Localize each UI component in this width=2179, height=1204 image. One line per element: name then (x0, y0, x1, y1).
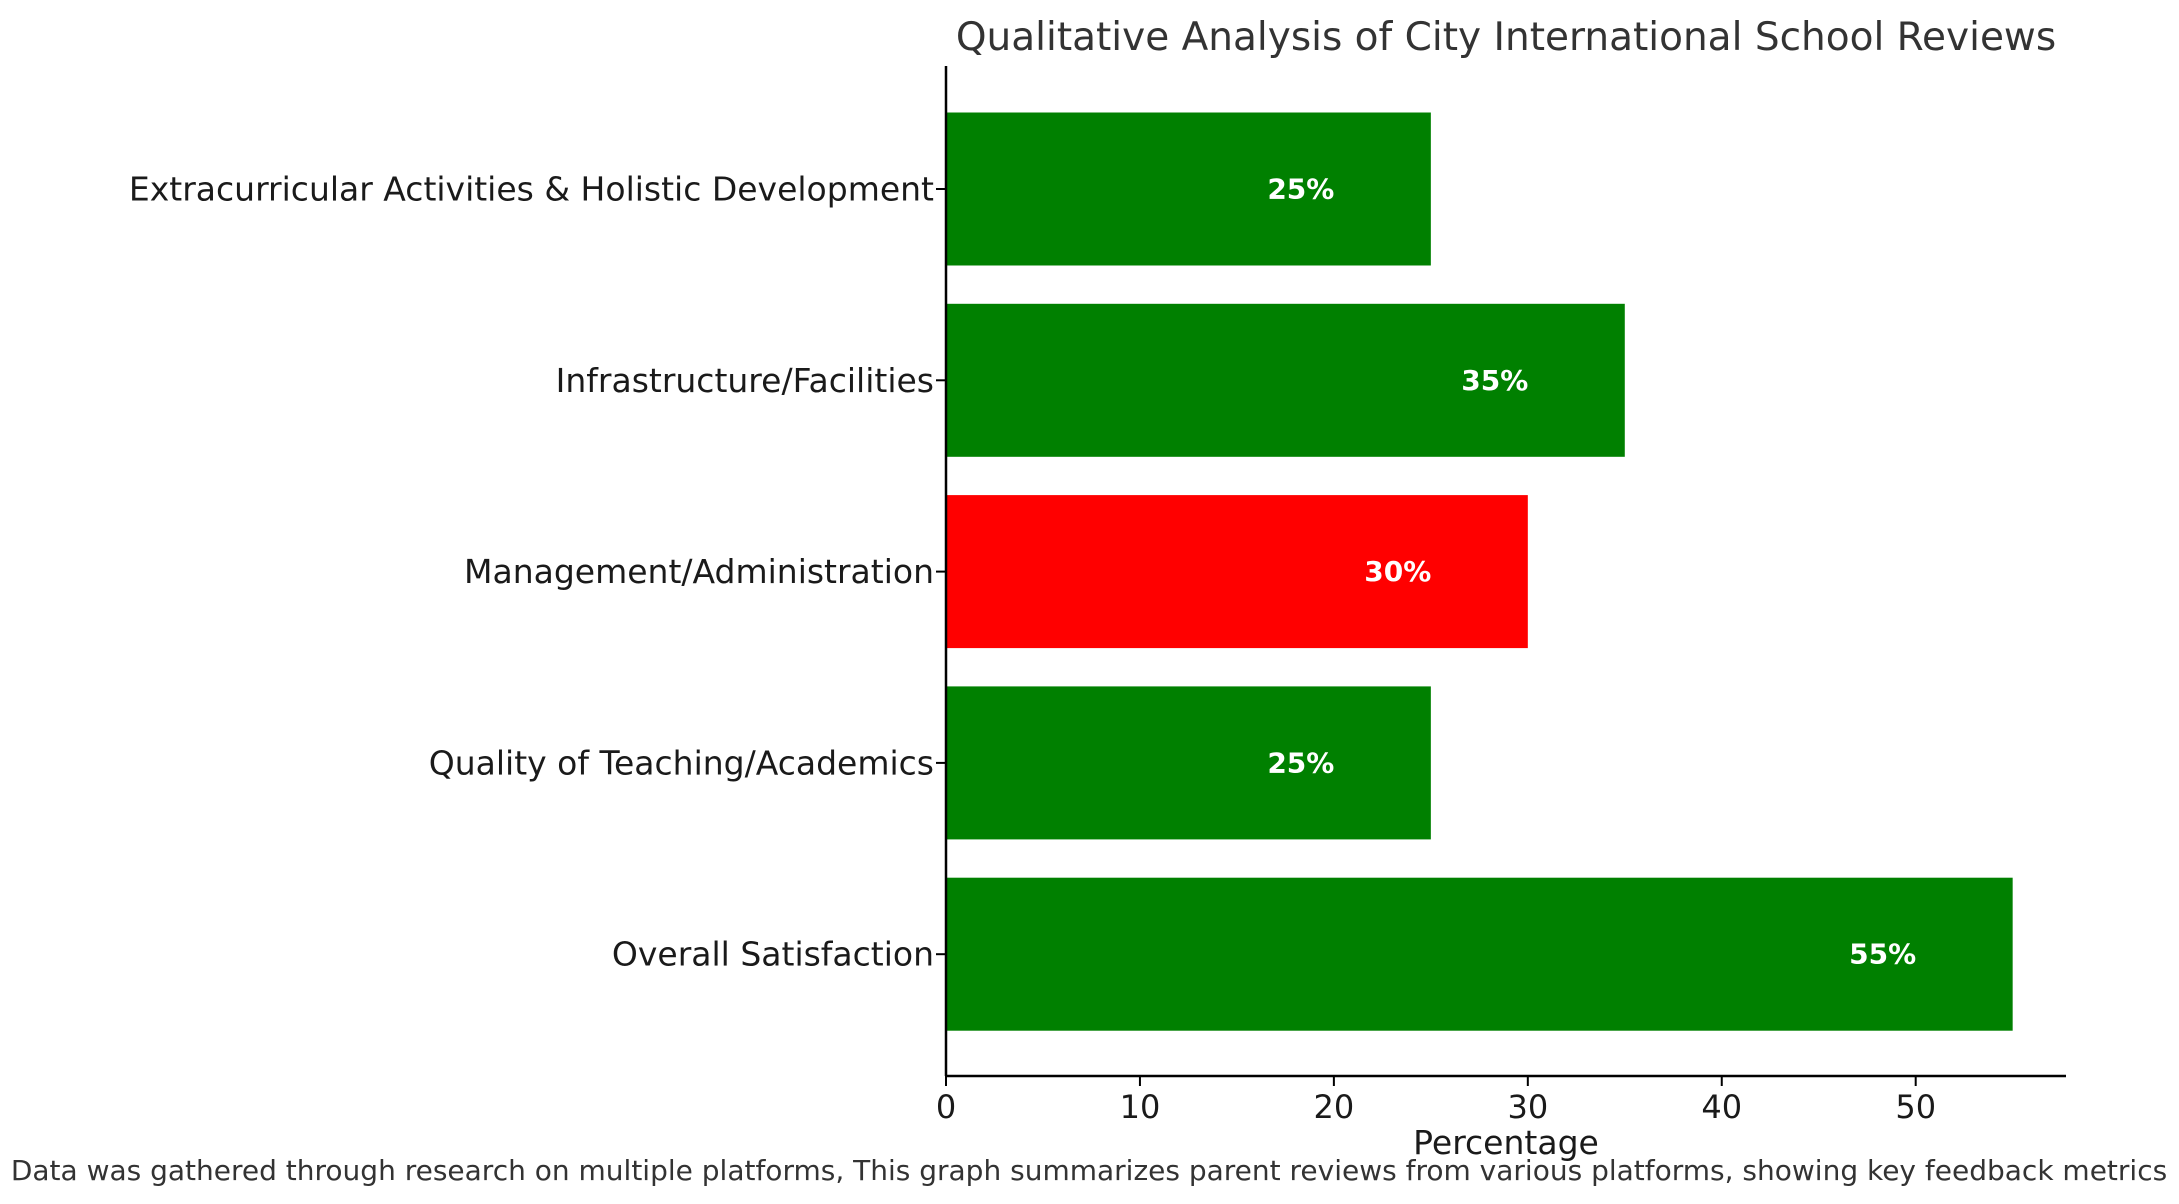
footnote: Data was gathered through research on mu… (11, 1154, 2167, 1187)
chart-title: Qualitative Analysis of City Internation… (956, 15, 2056, 60)
x-axis-label: Percentage (1413, 1123, 1599, 1162)
bar-value-label: 35% (1461, 364, 1528, 397)
category-label-quality-of-teaching-academics: Quality of Teaching/Academics (429, 743, 934, 782)
category-label-infrastructure-facilities: Infrastructure/Facilities (556, 361, 934, 400)
bar-value-label: 25% (1267, 173, 1334, 206)
bar-labels-group: 25% 35% 30% 25% 55% (1267, 173, 1916, 971)
bar-quality-of-teaching-academics (946, 686, 1431, 840)
x-tick-label: 20 (1314, 1088, 1355, 1126)
bar-infrastructure-facilities (946, 303, 1625, 457)
x-tick-label: 40 (1701, 1088, 1742, 1126)
category-label-extracurricular-activities-holistic-development: Extracurricular Activities & Holistic De… (129, 170, 934, 209)
bar-value-label: 30% (1364, 555, 1431, 588)
bar-value-label: 55% (1849, 938, 1916, 971)
x-tick-label: 0 (936, 1088, 956, 1126)
bars-group (946, 112, 2013, 1031)
bar-management-administration (946, 495, 1528, 649)
bar-extracurricular-activities-holistic-development (946, 112, 1431, 266)
bar-overall-satisfaction (946, 877, 2013, 1031)
category-label-overall-satisfaction: Overall Satisfaction (612, 935, 934, 974)
x-ticks-group: 0 10 20 30 40 50 (936, 1076, 1936, 1126)
category-labels-group: Extracurricular Activities & Holistic De… (129, 170, 946, 974)
x-tick-label: 30 (1507, 1088, 1548, 1126)
bar-value-label: 25% (1267, 746, 1334, 779)
category-label-management-administration: Management/Administration (464, 552, 934, 591)
x-tick-label: 10 (1120, 1088, 1161, 1126)
x-tick-label: 50 (1895, 1088, 1936, 1126)
